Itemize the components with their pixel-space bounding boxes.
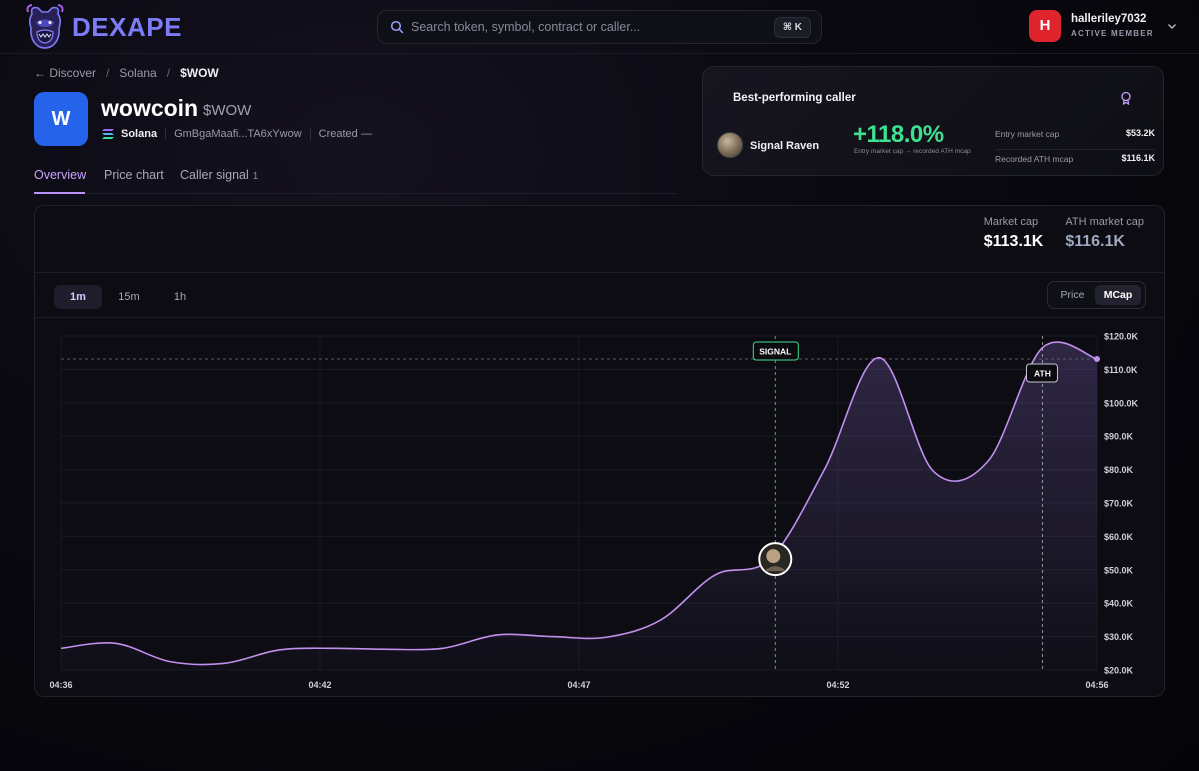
- search-placeholder: Search token, symbol, contract or caller…: [411, 20, 641, 34]
- breadcrumb-separator: /: [166, 66, 171, 80]
- y-tick-label: $50.0K: [1104, 565, 1134, 575]
- entry-mcap-label: Entry market cap: [995, 129, 1060, 139]
- market-cap-summary: Market cap $113.1K ATH market cap $116.1…: [984, 216, 1144, 251]
- x-tick-label: 04:42: [308, 680, 331, 690]
- token-contract[interactable]: GmBgaMaafi...TA6xYwow: [174, 128, 302, 140]
- caller-avatar[interactable]: [717, 132, 743, 158]
- entry-mcap-row: Entry market cap $53.2K: [995, 125, 1155, 150]
- best-caller-card: Best-performing caller Signal Raven +118…: [702, 66, 1164, 176]
- series-line: [60, 341, 1098, 666]
- search-shortcut-badge: ⌘ K: [773, 17, 811, 38]
- token-chain: Solana: [121, 128, 158, 140]
- trophy-icon: [1121, 91, 1131, 105]
- market-cap-label: Market cap: [983, 216, 1039, 228]
- y-tick-label: $60.0K: [1104, 532, 1134, 542]
- ath-mcap-row: Recorded ATH mcap $116.1K: [995, 150, 1155, 175]
- breadcrumb-chain-link[interactable]: Solana: [119, 66, 157, 80]
- best-caller-title: Best-performing caller: [733, 92, 856, 104]
- ath-mcap-value: $116.1K: [1121, 153, 1155, 163]
- caller-name[interactable]: Signal Raven: [750, 140, 820, 152]
- ath-market-cap-value: $116.1K: [1065, 233, 1125, 250]
- token-meta: Solana GmBgaMaafi...TA6xYwow Created —: [101, 128, 372, 140]
- ath-mcap-label: Recorded ATH mcap: [995, 154, 1074, 164]
- ath-label: ATH: [1034, 369, 1051, 379]
- token-logo: W: [34, 92, 88, 146]
- tab-bar: Overview Price chart Caller signal 1: [34, 160, 676, 194]
- tab-overview[interactable]: Overview: [34, 168, 87, 182]
- tab-caller-signal[interactable]: Caller signal 1: [180, 168, 258, 182]
- y-tick-label: $90.0K: [1104, 432, 1134, 442]
- caller-signal-avatar-body: [764, 566, 787, 572]
- y-tick-label: $120.0K: [1104, 332, 1139, 342]
- chevron-down-icon[interactable]: [1166, 20, 1178, 32]
- timeframe-15m-button[interactable]: 15m: [118, 291, 140, 303]
- series-area: [61, 342, 1097, 670]
- x-tick-label: 04:36: [49, 680, 72, 690]
- logo[interactable]: DEXAPE: [26, 4, 182, 50]
- avatar[interactable]: H: [1029, 10, 1061, 42]
- divider: [165, 128, 167, 140]
- user-role: ACTIVE MEMBER: [1071, 29, 1154, 38]
- breadcrumb-current: $WOW: [180, 66, 219, 80]
- tab-caller-signal-label: Caller signal: [180, 168, 249, 182]
- caller-gain: +118.0%: [853, 121, 944, 148]
- market-cap-stat: Market cap $113.1K: [984, 216, 1044, 251]
- divider: [309, 128, 311, 140]
- series-endpoint: [1094, 356, 1100, 363]
- ath-label-box: [1025, 363, 1058, 383]
- token-symbol: $WOW: [203, 102, 252, 119]
- signal-label-box: [752, 341, 799, 361]
- caller-stats: Entry market cap $53.2K Recorded ATH mca…: [995, 125, 1155, 175]
- tab-price-chart[interactable]: Price chart: [104, 168, 164, 182]
- user-menu[interactable]: H halleriley7032 ACTIVE MEMBER: [1029, 10, 1189, 44]
- price-mcap-toggle: Price MCap: [1047, 281, 1146, 309]
- y-tick-label: $100.0K: [1104, 398, 1139, 408]
- app-name: DEXAPE: [72, 11, 182, 42]
- tab-count-badge: 1: [252, 171, 259, 182]
- user-name: halleriley7032: [1071, 13, 1147, 25]
- token-created: Created —: [318, 128, 372, 140]
- search-icon: [390, 20, 404, 34]
- entry-mcap-value: $53.2K: [1125, 128, 1155, 138]
- y-tick-label: $40.0K: [1104, 599, 1134, 609]
- y-tick-label: $70.0K: [1104, 499, 1134, 509]
- caller-gain-caption: Entry market cap → recorded ATH mcap: [854, 148, 971, 155]
- y-tick-label: $20.0K: [1104, 666, 1134, 676]
- x-tick-label: 04:52: [826, 680, 849, 690]
- search-input[interactable]: Search token, symbol, contract or caller…: [377, 10, 822, 44]
- mode-mcap-button[interactable]: MCap: [1095, 285, 1141, 305]
- active-tab-indicator: [34, 192, 85, 194]
- mode-price-button[interactable]: Price: [1060, 289, 1085, 301]
- top-bar: DEXAPE Search token, symbol, contract or…: [0, 0, 1199, 54]
- ath-market-cap-label: ATH market cap: [1065, 216, 1144, 228]
- chart-controls: 1m 15m 1h Price MCap: [35, 272, 1164, 318]
- breadcrumb-back-link[interactable]: ← Discover: [34, 66, 97, 80]
- market-cap-value: $113.1K: [983, 233, 1044, 250]
- solana-icon: [102, 129, 114, 139]
- x-tick-label: 04:56: [1085, 680, 1108, 690]
- timeframe-1m-button[interactable]: 1m: [54, 285, 102, 309]
- breadcrumb-separator: /: [106, 66, 110, 80]
- token-name: wowcoin: [101, 95, 199, 121]
- y-tick-label: $110.0K: [1104, 365, 1138, 375]
- x-tick-label: 04:47: [567, 680, 590, 690]
- signal-label: SIGNAL: [759, 347, 791, 357]
- chart-panel: Market cap $113.1K ATH market cap $116.1…: [34, 205, 1165, 697]
- timeframe-1h-button[interactable]: 1h: [173, 291, 187, 303]
- ath-market-cap-stat: ATH market cap $116.1K: [1065, 216, 1144, 251]
- y-tick-label: $80.0K: [1104, 465, 1134, 475]
- y-tick-label: $30.0K: [1104, 632, 1134, 642]
- market-cap-chart[interactable]: $120.0K $110.0K $100.0K $90.0K $80.0K $70.0K $…: [35, 318, 1164, 696]
- gorilla-logo-icon: [26, 4, 64, 49]
- breadcrumb: ← Discover / Solana / $WOW: [34, 66, 219, 80]
- caller-signal-avatar-face: [766, 549, 781, 564]
